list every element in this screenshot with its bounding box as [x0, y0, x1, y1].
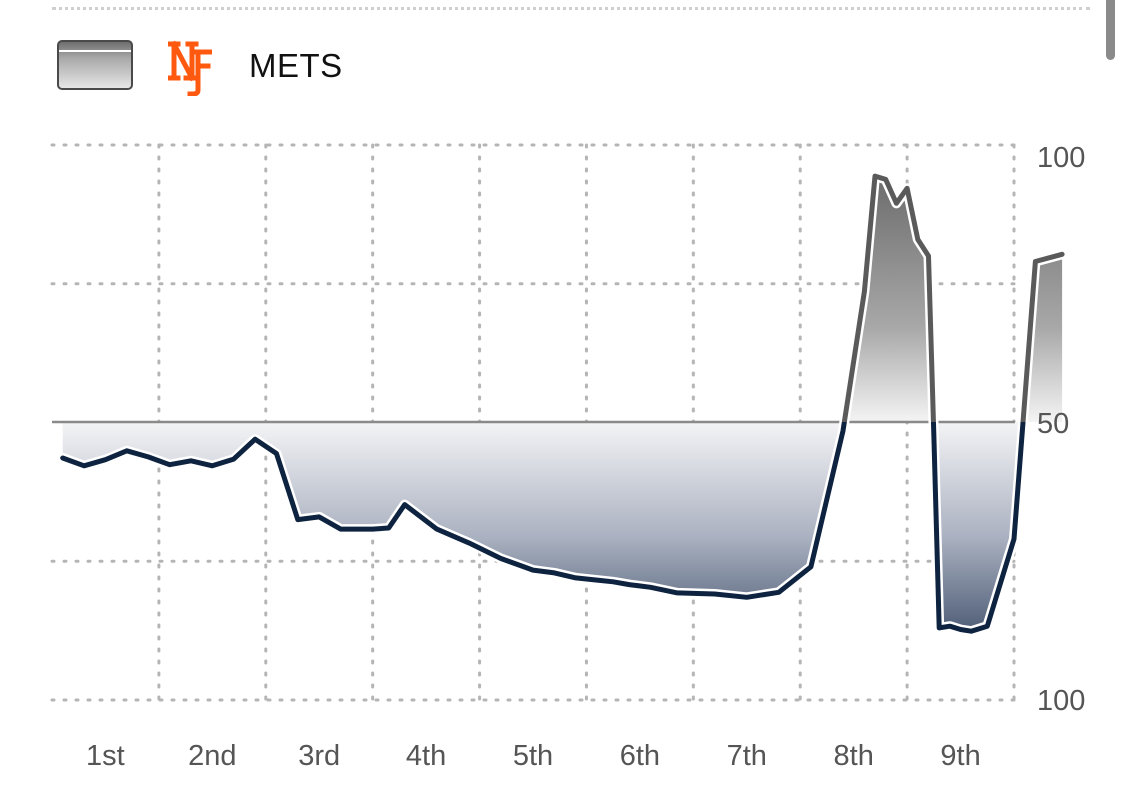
x-tick-labels: 1st 2nd 3rd 4th 5th 6th 7th 8th 9th: [86, 740, 981, 772]
x-tick-label: 7th: [727, 740, 767, 772]
x-tick-label: 9th: [940, 740, 980, 772]
legend-swatch: [57, 40, 133, 90]
x-tick-label: 4th: [406, 740, 446, 772]
ny-mets-logo-icon: [168, 40, 212, 96]
x-tick-label: 1st: [86, 740, 125, 772]
x-tick-label: 6th: [620, 740, 660, 772]
y-tick-label-top: 100: [1037, 142, 1085, 174]
line-layer: [57, 171, 1068, 637]
opponent-advantage-area: [62, 422, 1063, 632]
top-divider: [52, 7, 1090, 10]
scrollbar[interactable]: [1106, 0, 1115, 60]
x-tick-label: 2nd: [188, 740, 236, 772]
area-layer: [62, 176, 1063, 632]
x-tick-label: 8th: [834, 740, 874, 772]
y-tick-label-bottom: 100: [1037, 685, 1085, 717]
series-line-opponent: [60, 422, 1026, 634]
y-tick-label-middle: 50: [1037, 408, 1069, 440]
x-tick-label: 5th: [513, 740, 553, 772]
x-tick-label: 3rd: [298, 740, 340, 772]
team-name-label: METS: [249, 47, 343, 84]
